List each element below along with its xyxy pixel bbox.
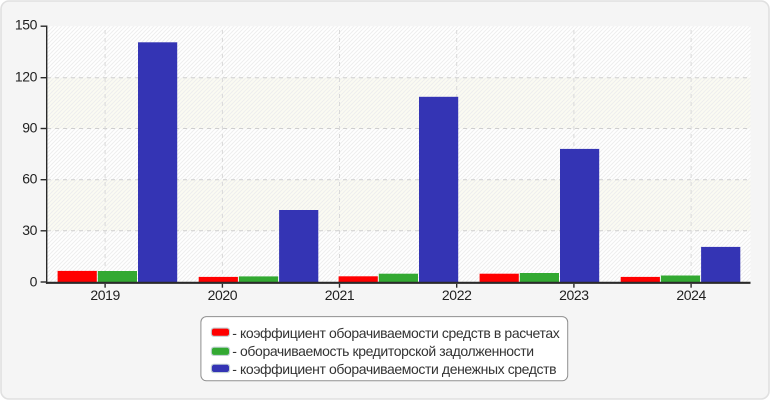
svg-text:2023: 2023 bbox=[559, 287, 589, 303]
svg-text:150: 150 bbox=[15, 17, 38, 33]
svg-text:30: 30 bbox=[22, 222, 37, 238]
svg-text:2020: 2020 bbox=[208, 287, 238, 303]
svg-text:90: 90 bbox=[22, 119, 37, 135]
svg-text:- оборачиваемость кредиторской: - оборачиваемость кредиторской задолженн… bbox=[232, 343, 533, 359]
svg-text:2019: 2019 bbox=[90, 287, 120, 303]
svg-text:2021: 2021 bbox=[325, 287, 355, 303]
svg-text:- коэффициент оборачиваемости: - коэффициент оборачиваемости денежных с… bbox=[232, 361, 556, 377]
svg-text:2022: 2022 bbox=[442, 287, 472, 303]
svg-text:2024: 2024 bbox=[676, 287, 706, 303]
svg-text:120: 120 bbox=[15, 68, 38, 84]
svg-text:60: 60 bbox=[22, 171, 37, 187]
svg-text:- коэффициент оборачиваемости: - коэффициент оборачиваемости средств в … bbox=[232, 325, 559, 341]
svg-text:0: 0 bbox=[30, 274, 38, 290]
